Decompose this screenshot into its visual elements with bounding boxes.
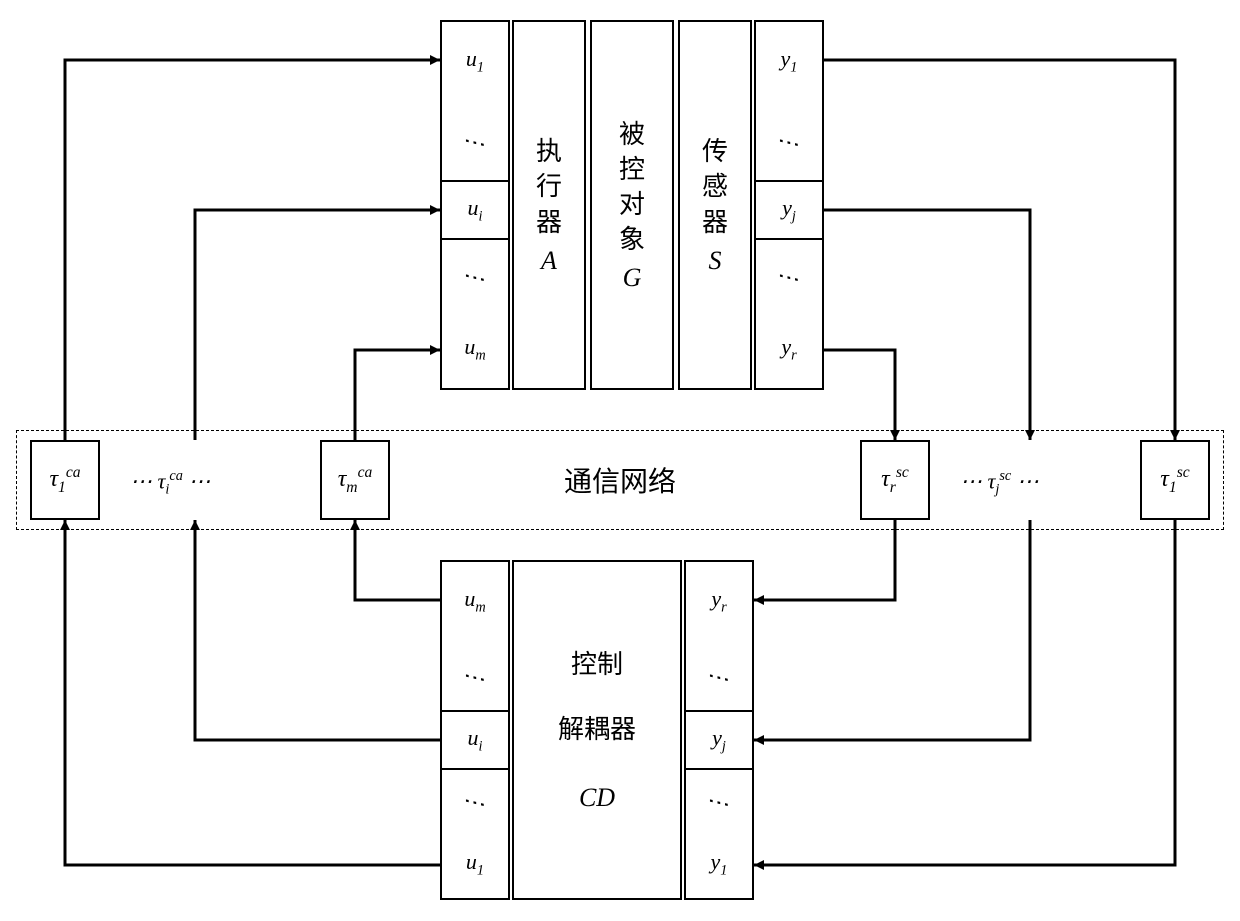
tau-ca-m: τmca (320, 440, 390, 520)
ch: 行 (536, 169, 562, 204)
tau-sc-j-label: ⋯ τjsc ⋯ (960, 468, 1039, 499)
vdots-icon: ⋮ (776, 265, 802, 285)
label: yj (782, 195, 796, 225)
vdots-icon: ⋮ (776, 130, 802, 150)
label: yr (711, 586, 726, 616)
bot-u-gap1: ⋮ (440, 640, 510, 710)
bot-um-cell: um (440, 560, 510, 640)
bot-y-gap2: ⋮ (684, 770, 754, 830)
tau-sc-r: τrsc (860, 440, 930, 520)
vdots-icon: ⋮ (462, 665, 488, 685)
tau-sc-1: τ1sc (1140, 440, 1210, 520)
label: ui (468, 725, 483, 755)
letter: G (623, 263, 642, 293)
tau-ca-i-label: ⋯ τica ⋯ (130, 468, 210, 499)
ch: 象 (619, 222, 645, 257)
vdots-icon: ⋮ (462, 265, 488, 285)
letter: S (709, 246, 722, 276)
control-decoupler-block: 控制 解耦器 CD (512, 560, 682, 900)
label: y1 (781, 46, 798, 76)
label: um (464, 586, 485, 616)
bot-u-gap2: ⋮ (440, 770, 510, 830)
letter: A (541, 246, 557, 276)
bot-yj-cell: yj (684, 710, 754, 770)
tau-ca-1: τ1ca (30, 440, 100, 520)
label: u1 (466, 46, 484, 76)
network-label: 通信网络 (564, 460, 676, 500)
bot-y-gap1: ⋮ (684, 640, 754, 710)
label: um (464, 334, 485, 364)
label: y1 (711, 849, 728, 879)
label: τmca (338, 464, 373, 497)
label: yr (781, 334, 796, 364)
line1: 控制 (571, 647, 623, 682)
actuator-block: 执 行 器 A (512, 20, 586, 390)
label: u1 (466, 849, 484, 879)
label: τ1ca (49, 464, 80, 497)
bot-y1-cell: y1 (684, 830, 754, 900)
vdots-icon: ⋮ (462, 790, 488, 810)
bot-u1-cell: u1 (440, 830, 510, 900)
top-ui-cell: ui (440, 180, 510, 240)
letter: CD (579, 783, 615, 813)
vdots-icon: ⋮ (706, 790, 732, 810)
ch: 对 (619, 187, 645, 222)
vdots-icon: ⋮ (706, 665, 732, 685)
ch: 器 (536, 205, 562, 240)
ch: 感 (702, 169, 728, 204)
top-u-gap2: ⋮ (440, 240, 510, 310)
label: τrsc (881, 464, 909, 497)
label: ui (468, 195, 483, 225)
ch: 传 (702, 134, 728, 169)
ch: 被 (619, 117, 645, 152)
top-u1-cell: u1 (440, 20, 510, 100)
top-y-gap2: ⋮ (754, 240, 824, 310)
sensor-block: 传 感 器 S (678, 20, 752, 390)
bot-yr-cell: yr (684, 560, 754, 640)
top-yj-cell: yj (754, 180, 824, 240)
vdots-icon: ⋮ (462, 130, 488, 150)
ch: 器 (702, 205, 728, 240)
plant-block: 被 控 对 象 G (590, 20, 674, 390)
top-um-cell: um (440, 310, 510, 390)
top-y-gap1: ⋮ (754, 100, 824, 180)
bot-ui-cell: ui (440, 710, 510, 770)
top-u-gap1: ⋮ (440, 100, 510, 180)
label: τ1sc (1160, 464, 1189, 497)
line2: 解耦器 (558, 712, 636, 747)
ch: 控 (619, 152, 645, 187)
top-yr-cell: yr (754, 310, 824, 390)
top-y1-cell: y1 (754, 20, 824, 100)
label: yj (712, 725, 726, 755)
ch: 执 (536, 134, 562, 169)
